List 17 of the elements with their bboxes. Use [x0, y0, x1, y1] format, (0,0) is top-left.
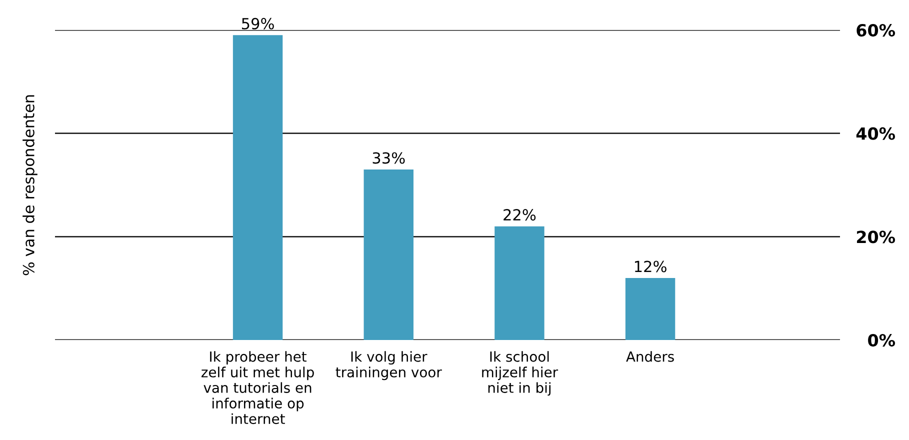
- y-tick-label: 20%: [856, 230, 896, 244]
- data-label: 59%: [242, 18, 274, 30]
- bar: [625, 278, 676, 340]
- bar: [364, 170, 414, 340]
- x-tick-label: Ik probeer het zelf uit met hulp van tutorials en informatie op internet: [202, 351, 314, 424]
- data-label: 33%: [372, 152, 405, 164]
- x-tick-label: Ik school mijzelf hier niet in bij: [482, 351, 558, 396]
- bar: [494, 226, 544, 340]
- y-tick-label: 0%: [868, 334, 896, 347]
- x-tick-label: Ik volg hier trainingen voor: [336, 351, 442, 380]
- x-tick-label: Anders: [626, 351, 674, 362]
- y-tick-label: 40%: [856, 127, 896, 140]
- text: % van de respondenten: [22, 95, 38, 276]
- data-label: 22%: [504, 209, 536, 221]
- data-label: 12%: [634, 260, 666, 272]
- bar: [232, 35, 283, 340]
- y-tick-label: 60%: [856, 24, 896, 37]
